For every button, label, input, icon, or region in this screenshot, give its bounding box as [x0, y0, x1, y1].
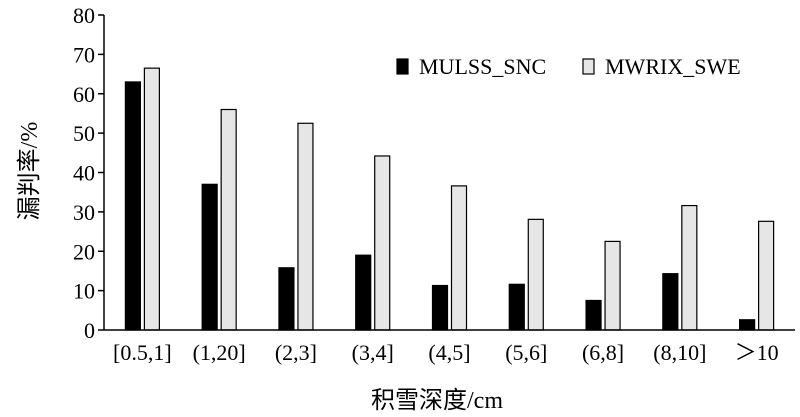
legend-label: MWRIX_SWE — [605, 54, 741, 79]
legend-label: MULSS_SNC — [419, 54, 546, 79]
y-tick-label: 70 — [73, 42, 95, 67]
bar-group — [278, 122, 314, 331]
x-tick-label: (1,20] — [193, 340, 246, 365]
y-tick-label: 10 — [73, 279, 95, 304]
x-tick-label: (6,8] — [582, 340, 624, 365]
bar-mulss-snc — [124, 81, 141, 331]
bar-group — [739, 220, 775, 331]
x-axis-label: 积雪深度/cm — [371, 387, 503, 414]
bar-mulss-snc — [355, 254, 372, 331]
y-tick-label: 40 — [73, 161, 95, 186]
bars — [124, 67, 775, 331]
legend-item: MULSS_SNC — [396, 54, 546, 79]
x-tick-label: (8,10] — [653, 340, 706, 365]
legend-swatch — [396, 58, 409, 75]
bar-mulss-snc — [739, 319, 756, 331]
bar-mulss-snc — [585, 299, 602, 331]
x-axis-ticks: [0.5,1] (1,20] (2,3] (3,4] (4,5] (5,6] (6,8] (8… — [113, 340, 779, 365]
bar-mwrix-swe — [297, 122, 314, 331]
bar-mwrix-swe — [143, 67, 160, 331]
x-tick-label: [0.5,1] — [113, 340, 172, 365]
bar-mwrix-swe — [450, 185, 468, 331]
y-axis-ticks: 0 10 20 30 40 50 60 70 80 — [73, 3, 104, 343]
bar-group — [355, 155, 391, 331]
y-tick-label: 20 — [73, 239, 95, 264]
bar-group — [585, 240, 621, 331]
bar-mulss-snc — [431, 284, 449, 331]
x-tick-label: (3,4] — [352, 340, 394, 365]
bar-mulss-snc — [278, 267, 295, 331]
bar-mwrix-swe — [604, 240, 621, 331]
bar-group — [201, 108, 237, 331]
bar-group — [124, 67, 160, 331]
legend-swatch — [582, 58, 595, 75]
bar-mwrix-swe — [220, 108, 237, 331]
x-tick-label: (4,5] — [428, 340, 470, 365]
bar-group — [431, 185, 468, 331]
y-axis-label: 漏判率/% — [16, 122, 43, 221]
y-tick-label: 80 — [73, 3, 95, 28]
bar-group — [508, 218, 544, 331]
bar-mwrix-swe — [681, 204, 698, 331]
legend-item: MWRIX_SWE — [582, 54, 741, 79]
bar-mwrix-swe — [758, 220, 775, 331]
x-tick-label: (5,6] — [505, 340, 547, 365]
y-tick-label: 60 — [73, 82, 95, 107]
bar-group — [662, 204, 698, 331]
bar-mwrix-swe — [374, 155, 391, 331]
bar-mulss-snc — [201, 183, 218, 331]
legend: MULSS_SNC MWRIX_SWE — [396, 54, 741, 79]
y-tick-label: 30 — [73, 200, 95, 225]
y-tick-label: 50 — [73, 121, 95, 146]
x-tick-label: (2,3] — [275, 340, 317, 365]
x-tick-label: ＞10 — [735, 340, 779, 365]
bar-mulss-snc — [508, 283, 525, 331]
y-tick-label: 0 — [84, 318, 95, 343]
bar-mulss-snc — [662, 273, 679, 331]
bar-mwrix-swe — [527, 218, 544, 331]
